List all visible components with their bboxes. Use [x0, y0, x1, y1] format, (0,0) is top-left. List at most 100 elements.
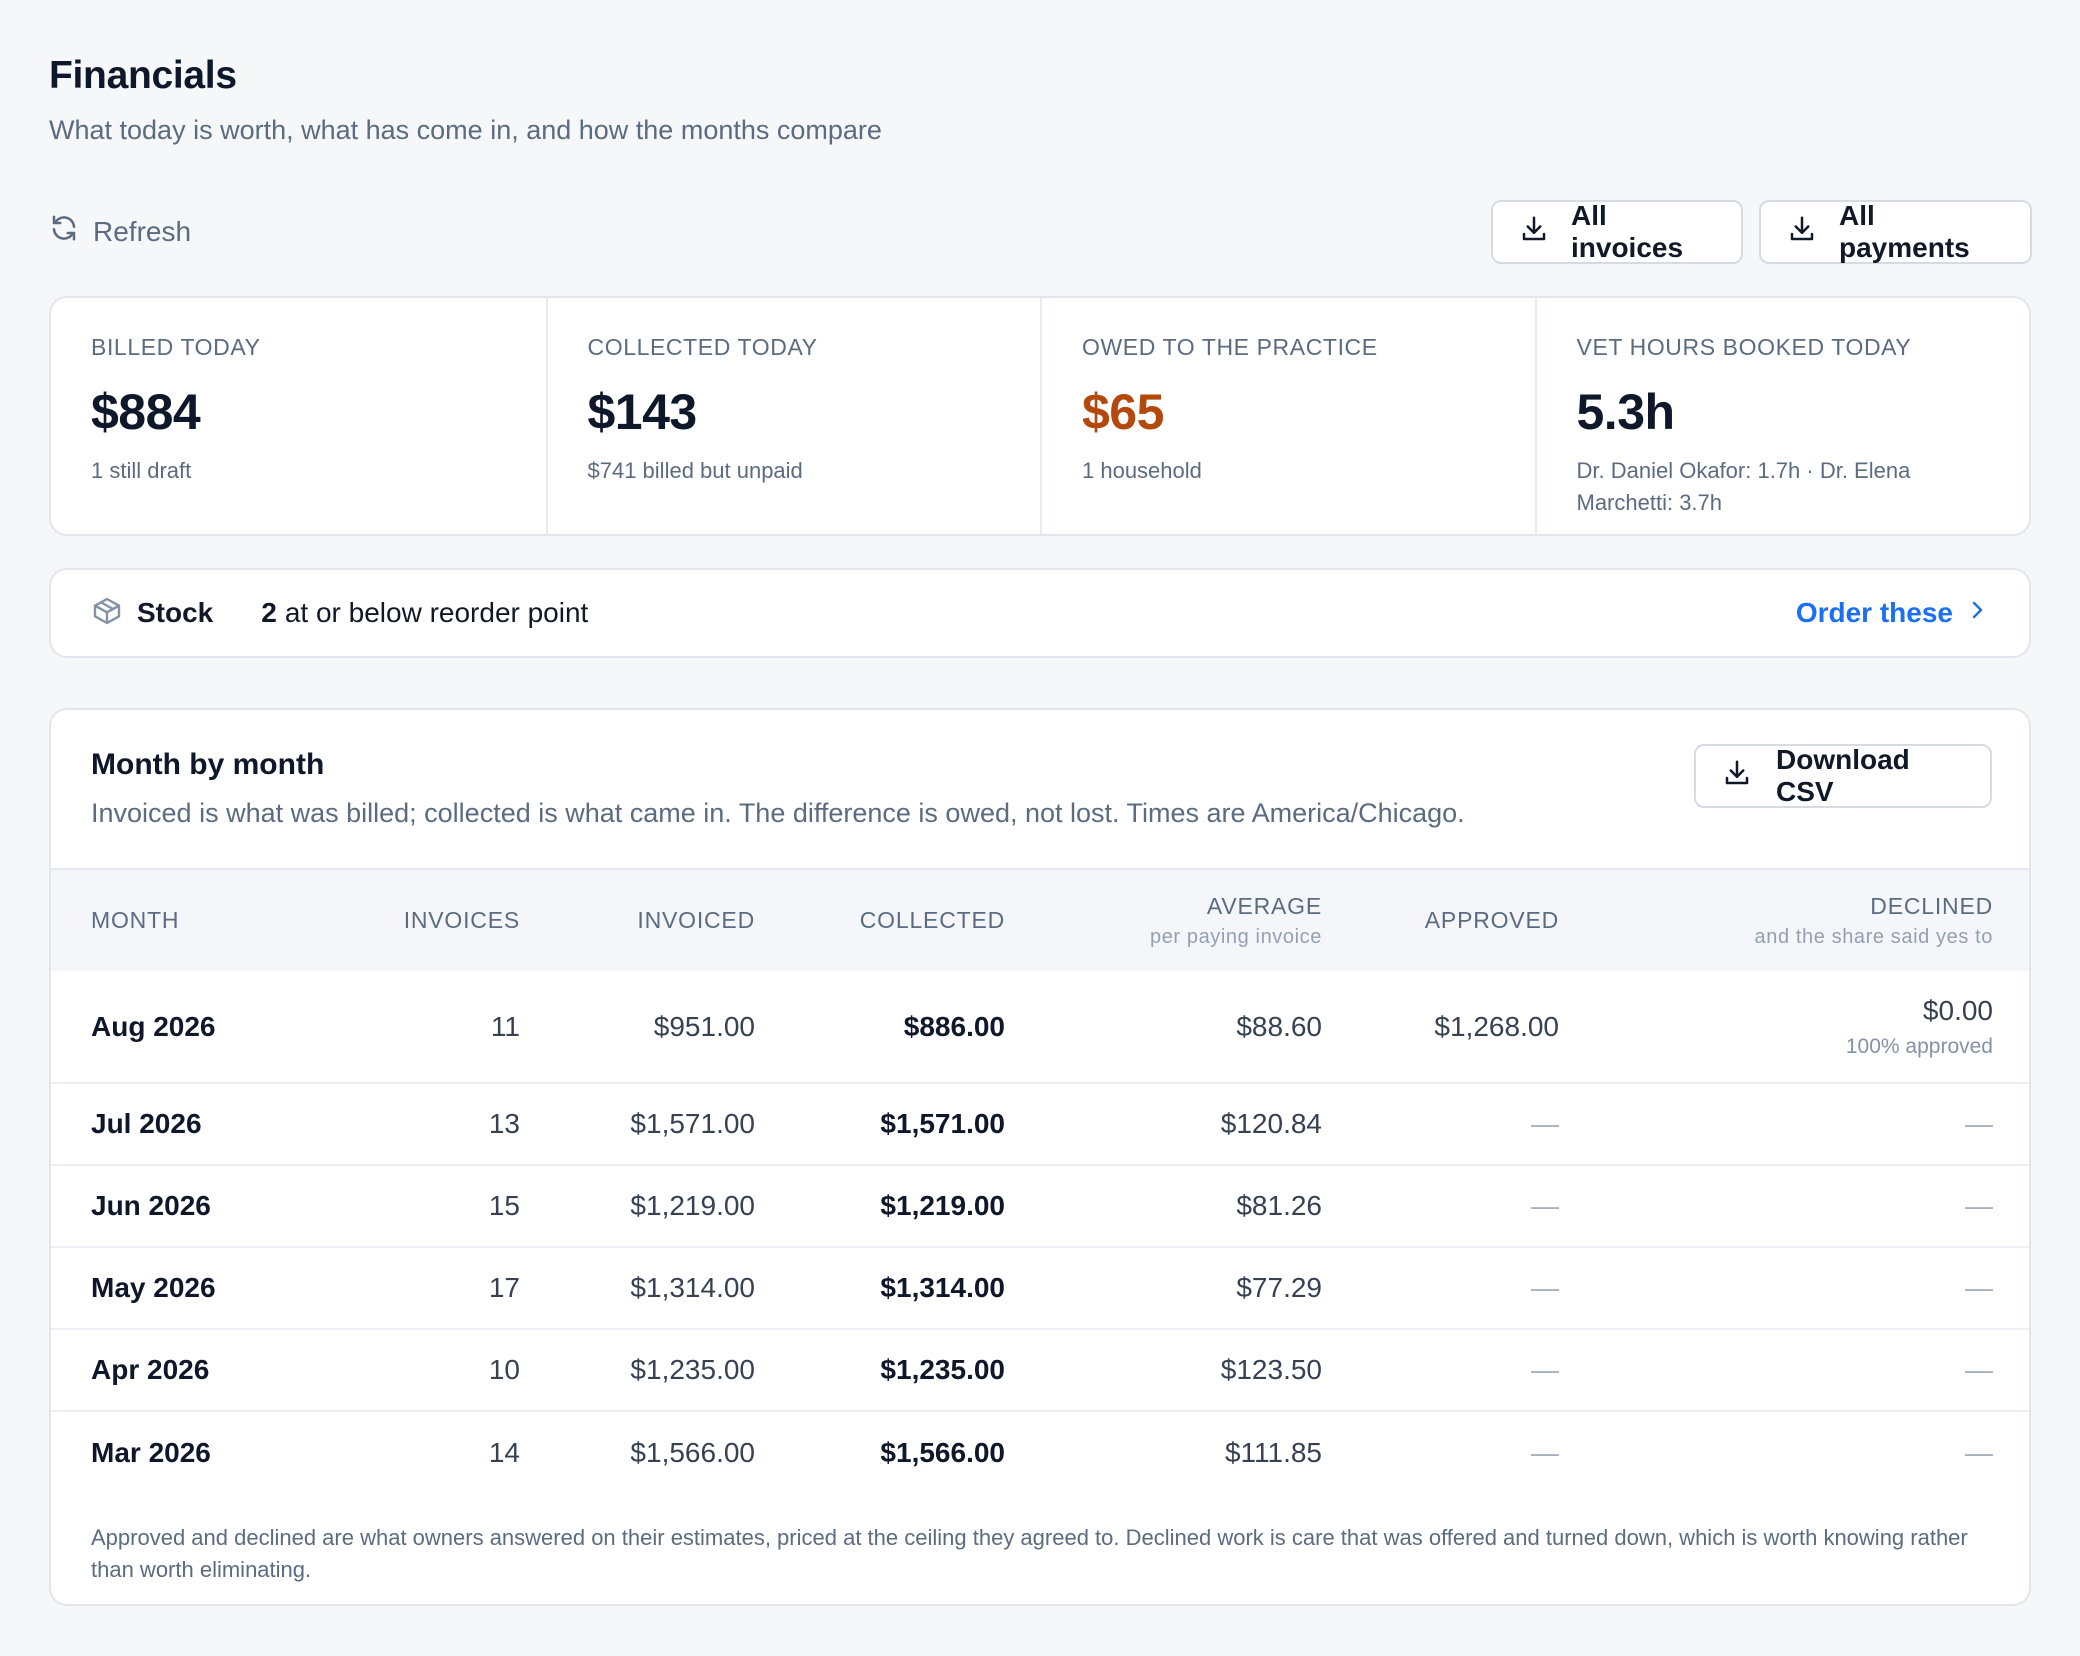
cell-approved: —	[1531, 1354, 1559, 1385]
cell-average: $88.60	[1236, 1010, 1322, 1042]
cell-invoiced: $1,571.00	[630, 1108, 755, 1139]
cell-month: Apr 2026	[91, 1354, 210, 1385]
package-icon	[91, 595, 123, 632]
cell-collected: $1,235.00	[880, 1354, 1005, 1385]
cell-month: Jul 2026	[91, 1108, 202, 1139]
cell-approved: $1,268.00	[1434, 1010, 1559, 1042]
cell-declined: $0.00 100% approved	[1559, 971, 2029, 1083]
cell-approved: —	[1531, 1272, 1559, 1303]
column-header-average-label: AVERAGE	[1206, 892, 1322, 919]
all-payments-button[interactable]: All payments	[1759, 200, 2032, 264]
cell-invoices: 13	[488, 1108, 520, 1139]
stat-note: $741 billed but unpaid	[587, 458, 803, 483]
table-row: Jul 2026 13 $1,571.00 $1,571.00 $120.84 …	[51, 1083, 2029, 1165]
cell-collected: $1,219.00	[880, 1190, 1005, 1221]
all-invoices-button[interactable]: All invoices	[1491, 200, 1743, 264]
stat-value: $65	[1082, 384, 1164, 440]
stat-value: $143	[587, 384, 698, 440]
cell-declined-value: $0.00	[1922, 994, 1993, 1026]
page-subtitle: What today is worth, what has come in, a…	[49, 115, 882, 145]
download-icon	[1722, 758, 1752, 795]
column-header-invoices: INVOICES	[403, 907, 520, 933]
cell-invoiced: $1,314.00	[630, 1272, 755, 1303]
table-row: Mar 2026 14 $1,566.00 $1,566.00 $111.85 …	[51, 1411, 2029, 1493]
cell-invoiced: $951.00	[653, 1010, 755, 1042]
cell-month: Jun 2026	[91, 1190, 211, 1221]
cell-average: $77.29	[1236, 1272, 1322, 1303]
stat-label: VET HOURS BOOKED TODAY	[1576, 334, 1912, 360]
table-footnote: Approved and declined are what owners an…	[91, 1525, 1968, 1582]
stat-vet-hours: VET HOURS BOOKED TODAY 5.3h Dr. Daniel O…	[1534, 298, 2030, 534]
stat-note: 1 household	[1082, 458, 1202, 483]
refresh-icon	[49, 213, 79, 250]
cell-invoices: 17	[488, 1272, 520, 1303]
refresh-label: Refresh	[93, 215, 192, 247]
download-csv-button[interactable]: Download CSV	[1694, 744, 1992, 808]
stat-value: $884	[91, 384, 201, 440]
cell-invoices: 10	[488, 1354, 520, 1385]
cell-declined: —	[1965, 1272, 1993, 1303]
column-header-approved: APPROVED	[1424, 907, 1559, 933]
cell-collected: $886.00	[903, 1010, 1005, 1042]
cell-average: $81.26	[1236, 1190, 1322, 1221]
cell-invoices: 11	[490, 1010, 520, 1042]
table-row: Jun 2026 15 $1,219.00 $1,219.00 $81.26 —…	[51, 1165, 2029, 1247]
stat-label: BILLED TODAY	[91, 334, 261, 360]
column-header-invoiced: INVOICED	[637, 907, 755, 933]
cell-declined-share: 100% approved	[1845, 1034, 1993, 1058]
cell-invoiced: $1,235.00	[630, 1354, 755, 1385]
column-header-declined: DECLINED and the share said yes to	[1559, 869, 2029, 971]
cell-invoices: 15	[488, 1190, 520, 1221]
order-these-label: Order these	[1795, 597, 1953, 628]
column-header-declined-label: DECLINED	[1870, 892, 1993, 919]
cell-average: $111.85	[1224, 1436, 1322, 1468]
cell-average: $123.50	[1220, 1354, 1322, 1385]
cell-declined: —	[1965, 1436, 1993, 1468]
page-title: Financials	[49, 54, 237, 97]
today-stats: BILLED TODAY $884 1 still draft COLLECTE…	[49, 296, 2031, 536]
table-header-row: MONTH INVOICES INVOICED COLLECTED AVERAG…	[51, 869, 2029, 971]
all-payments-label: All payments	[1839, 200, 1970, 263]
cell-approved: —	[1531, 1436, 1559, 1468]
stat-label: OWED TO THE PRACTICE	[1082, 334, 1378, 360]
all-invoices-label: All invoices	[1571, 200, 1684, 263]
stat-owed-to-practice: OWED TO THE PRACTICE $65 1 household	[1040, 298, 1535, 534]
download-icon	[1519, 214, 1549, 251]
column-header-average: AVERAGE per paying invoice	[1005, 869, 1322, 971]
cell-collected: $1,571.00	[880, 1108, 1005, 1139]
stock-label: Stock	[137, 597, 214, 628]
table-row: Aug 2026 11 $951.00 $886.00 $88.60 $1,26…	[51, 971, 2029, 1083]
cell-month: Mar 2026	[91, 1436, 211, 1468]
stock-count: 2	[261, 597, 277, 628]
cell-approved: —	[1531, 1190, 1559, 1221]
stock-text: at or below reorder point	[284, 597, 589, 628]
month-by-month-card: Month by month Invoiced is what was bill…	[49, 708, 2031, 1606]
chevron-right-icon	[1965, 597, 1989, 629]
stock-alert-bar: Stock 2 at or below reorder point Order …	[49, 568, 2031, 658]
column-header-declined-sub: and the share said yes to	[1754, 925, 1993, 948]
stat-collected-today: COLLECTED TODAY $143 $741 billed but unp…	[545, 298, 1041, 534]
cell-declined: —	[1965, 1108, 1993, 1139]
stat-label: COLLECTED TODAY	[587, 334, 818, 360]
cell-approved: —	[1531, 1108, 1559, 1139]
cell-declined: —	[1965, 1190, 1993, 1221]
download-csv-label: Download CSV	[1776, 744, 1910, 807]
stat-note: 1 still draft	[91, 458, 192, 483]
cell-collected: $1,566.00	[880, 1436, 1005, 1468]
table-row: Apr 2026 10 $1,235.00 $1,235.00 $123.50 …	[51, 1329, 2029, 1411]
cell-declined: —	[1965, 1354, 1993, 1385]
cell-month: May 2026	[91, 1272, 216, 1303]
cell-invoiced: $1,566.00	[630, 1436, 755, 1468]
stat-value: 5.3h	[1576, 384, 1676, 440]
cell-average: $120.84	[1220, 1108, 1322, 1139]
section-subtitle: Invoiced is what was billed; collected i…	[91, 798, 1465, 828]
cell-invoices: 14	[488, 1436, 520, 1468]
cell-invoiced: $1,219.00	[630, 1190, 755, 1221]
column-header-month: MONTH	[91, 907, 180, 933]
order-these-link[interactable]: Order these	[1796, 597, 1989, 629]
refresh-button[interactable]: Refresh	[49, 213, 191, 250]
stat-billed-today: BILLED TODAY $884 1 still draft	[51, 298, 546, 534]
column-header-collected: COLLECTED	[859, 907, 1005, 933]
table-row: May 2026 17 $1,314.00 $1,314.00 $77.29 —…	[51, 1247, 2029, 1329]
cell-collected: $1,314.00	[880, 1272, 1005, 1303]
